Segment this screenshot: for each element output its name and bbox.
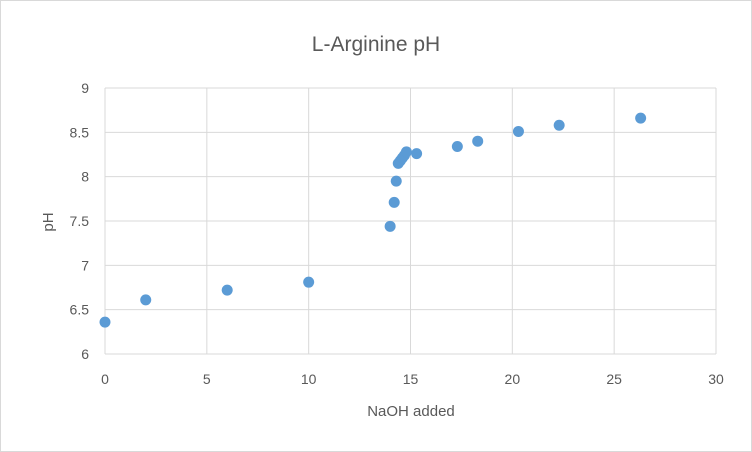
data-point [303,276,315,288]
y-tick-label: 6.5 [70,302,90,318]
x-axis-ticks: 0 5 10 15 20 25 30 [101,371,724,387]
x-tick-label: 20 [505,371,521,387]
x-tick-label: 30 [708,371,724,387]
data-point [221,284,233,296]
data-point [384,220,396,232]
data-point [400,146,412,158]
data-point [140,294,152,306]
data-point [553,119,565,131]
data-points [99,112,647,328]
data-point [451,141,463,153]
x-tick-label: 5 [203,371,211,387]
y-axis-ticks: 6 6.5 7 7.5 8 8.5 9 [70,80,90,362]
data-point [388,196,400,208]
gridlines [104,87,717,355]
y-tick-label: 7.5 [70,213,90,229]
x-tick-label: 10 [301,371,317,387]
x-tick-label: 25 [606,371,622,387]
data-point [635,112,647,124]
x-tick-label: 0 [101,371,109,387]
data-point [99,316,111,328]
y-tick-label: 6 [81,346,89,362]
y-tick-label: 7 [81,257,89,273]
data-point [512,125,524,137]
y-tick-label: 8 [81,169,89,185]
data-point [390,175,402,187]
y-axis-label: pH [40,212,57,231]
y-tick-label: 9 [81,80,89,96]
chart-title: L-Arginine pH [312,33,440,56]
x-axis-label: NaOH added [367,403,455,420]
data-point [411,148,423,160]
data-point [472,135,484,147]
x-tick-label: 15 [403,371,419,387]
y-tick-label: 8.5 [70,124,90,140]
